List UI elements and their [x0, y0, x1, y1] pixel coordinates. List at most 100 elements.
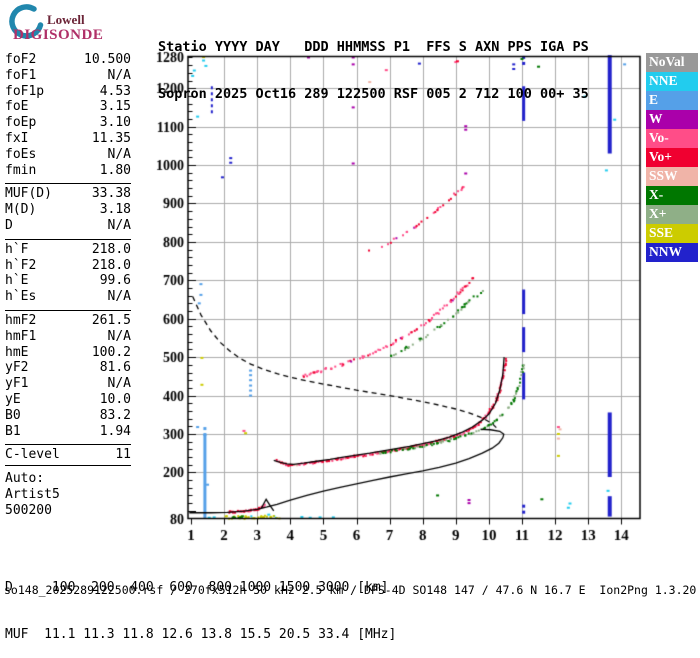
param-row-h-es: h`Es N/A [5, 289, 131, 305]
param-row-d: D N/A [5, 218, 131, 234]
param-group: MUF(D) 33.38 M(D) 3.18 D N/A [5, 183, 131, 233]
param-row-c-level: C-level 11 [5, 447, 131, 463]
param-label: h`F2 [5, 257, 37, 273]
param-label: B1 [5, 423, 21, 439]
param-row-h-f: h`F 218.0 [5, 242, 131, 258]
legend-item-sse: SSE [646, 224, 698, 243]
param-value: N/A [107, 217, 131, 233]
param-row-ye: yE 10.0 [5, 392, 131, 408]
param-value: N/A [107, 67, 131, 83]
param-value: 218.0 [91, 257, 131, 273]
param-label: C-level [5, 447, 60, 463]
param-value: 1.94 [99, 423, 131, 439]
param-row-h-e: h`E 99.6 [5, 273, 131, 289]
param-row-artist5: Artist5 [5, 487, 131, 503]
header-columns-line: Statio YYYY DAY DDD HHMMSS P1 FFS S AXN … [158, 39, 589, 55]
legend-item-nnw: NNW [646, 243, 698, 262]
lowell-digisonde-logo: Lowell DIGISONDE [6, 4, 156, 48]
param-value: 4.53 [99, 83, 131, 99]
param-value: N/A [107, 376, 131, 392]
param-value: 10.0 [99, 391, 131, 407]
param-row-fof1p: foF1p 4.53 [5, 84, 131, 100]
legend-item-x: X- [646, 186, 698, 205]
param-label: hmF1 [5, 328, 37, 344]
param-row-muf-d-: MUF(D) 33.38 [5, 186, 131, 202]
param-value: 11 [115, 447, 131, 463]
param-value: 10.500 [84, 52, 131, 67]
param-label: 500200 [5, 502, 52, 518]
param-label: foF1 [5, 67, 37, 83]
param-group: h`F 218.0 h`F2 218.0 h`E 99.6 h`Es N/A [5, 238, 131, 305]
legend-item-ssw: SSW [646, 167, 698, 186]
param-label: fxI [5, 130, 29, 146]
param-label: foEp [5, 115, 37, 131]
legend-item-vo: Vo+ [646, 148, 698, 167]
param-row-b0: B0 83.2 [5, 408, 131, 424]
param-row-h-f2: h`F2 218.0 [5, 258, 131, 274]
param-group: hmF2 261.5 hmF1 N/A hmE 100.2 yF2 81.6 yF1 N/A yE 1… [5, 309, 131, 440]
param-value: N/A [107, 328, 131, 344]
d-distance-row: D 100 200 400 600 800 1000 1500 3000 [km… [5, 580, 389, 595]
param-row-auto-: Auto: [5, 471, 131, 487]
crescent-icon [6, 4, 46, 50]
ionogram-viewer: { "logo": {"line1": "Lowell", "line2": "… [0, 0, 700, 642]
param-value: 3.15 [99, 99, 131, 115]
param-row-fmin: fmin 1.80 [5, 163, 131, 179]
param-label: hmE [5, 344, 29, 360]
param-value: 218.0 [91, 241, 131, 257]
direction-color-legend: NoVal NNE E W Vo- Vo+ SSW X- X+ SSE NNW [646, 53, 698, 262]
param-row-yf1: yF1 N/A [5, 376, 131, 392]
param-label: h`E [5, 273, 29, 289]
param-row-fxi: fxI 11.35 [5, 131, 131, 147]
param-row-foe: foE 3.15 [5, 99, 131, 115]
param-row-hmf1: hmF1 N/A [5, 329, 131, 345]
param-row-b1: B1 1.94 [5, 424, 131, 440]
param-group: C-level 11 [5, 444, 131, 467]
param-value: 99.6 [99, 273, 131, 289]
param-value: 11.35 [91, 130, 131, 146]
ionogram-plot [0, 0, 700, 600]
param-label: yF2 [5, 360, 29, 376]
param-value: 33.38 [91, 186, 131, 202]
legend-item-w: W [646, 110, 698, 129]
param-label: M(D) [5, 202, 37, 218]
param-row-m-d-: M(D) 3.18 [5, 202, 131, 218]
param-label: MUF(D) [5, 186, 52, 202]
param-row-fof2: foF2 10.500 [5, 52, 131, 68]
param-label: foE [5, 99, 29, 115]
param-row-500200: 500200 [5, 503, 131, 519]
param-label: B0 [5, 407, 21, 423]
param-value: 3.18 [99, 202, 131, 218]
param-label: h`F [5, 241, 29, 257]
param-value: 81.6 [99, 360, 131, 376]
param-label: Artist5 [5, 486, 60, 502]
muf-row: MUF 11.1 11.3 11.8 12.6 13.8 15.5 20.5 3… [5, 626, 397, 642]
param-row-fof1: foF1 N/A [5, 68, 131, 84]
param-label: h`Es [5, 289, 37, 305]
file-info-footer: so148_2025289122500.rsf / 270fx512h 50 k… [4, 583, 697, 597]
param-value: 261.5 [91, 312, 131, 328]
param-label: fmin [5, 162, 37, 178]
parameter-panel: foF2 10.500 foF1 N/A foF1p 4.53 foE 3.15 foEp 3.1… [5, 52, 131, 524]
param-value: 83.2 [99, 407, 131, 423]
logo-digisonde-text: DIGISONDE [13, 27, 104, 43]
param-row-foep: foEp 3.10 [5, 115, 131, 131]
legend-item-e: E [646, 91, 698, 110]
param-label: hmF2 [5, 312, 37, 328]
param-row-yf2: yF2 81.6 [5, 360, 131, 376]
param-label: foF1p [5, 83, 45, 99]
logo-lowell-text: Lowell [47, 12, 85, 27]
param-label: D [5, 217, 13, 233]
d-muf-table: D 100 200 400 600 800 1000 1500 3000 [km… [5, 549, 396, 658]
param-label: yF1 [5, 376, 29, 392]
param-row-foes: foEs N/A [5, 147, 131, 163]
param-value: 1.80 [99, 162, 131, 178]
legend-item-noval: NoVal [646, 53, 698, 72]
param-row-hmf2: hmF2 261.5 [5, 313, 131, 329]
param-value: N/A [107, 289, 131, 305]
param-label: foEs [5, 146, 37, 162]
param-label: yE [5, 391, 21, 407]
station-header: Statio YYYY DAY DDD HHMMSS P1 FFS S AXN … [158, 9, 589, 118]
header-values-line: Sopron 2025 Oct16 289 122500 RSF 005 2 7… [158, 85, 589, 102]
param-value: 100.2 [91, 344, 131, 360]
